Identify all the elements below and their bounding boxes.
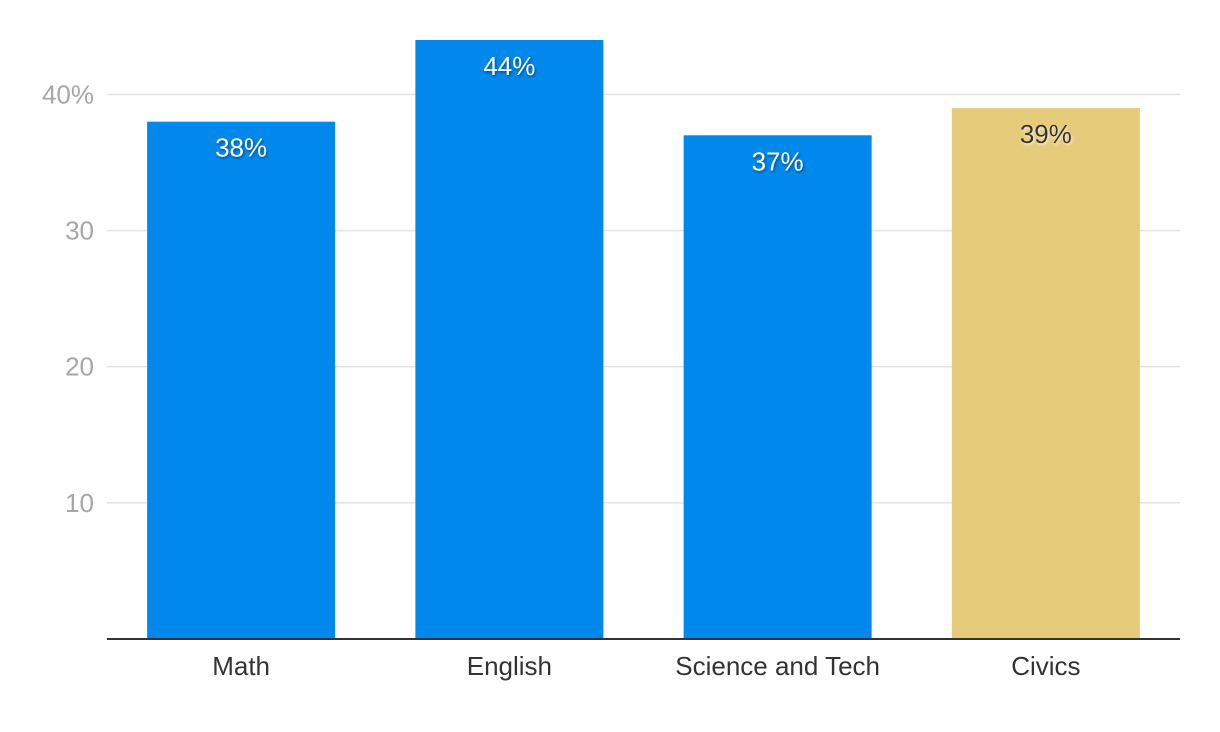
y-tick-label: 30 — [65, 216, 94, 246]
bar — [951, 108, 1140, 640]
x-axis-category-labels: Math English Science and Tech Civics — [212, 651, 1080, 681]
data-label: 39% — [1020, 119, 1072, 149]
data-labels: 38% 44% 37% 39% — [215, 51, 1072, 176]
bar — [415, 40, 604, 639]
y-tick-label: 20 — [65, 352, 94, 382]
y-tick-label: 10 — [65, 488, 94, 518]
bar — [147, 121, 336, 639]
x-category-label: Math — [212, 651, 270, 681]
y-tick-label: 40% — [42, 79, 94, 109]
data-label: 44% — [483, 51, 535, 81]
data-label: 37% — [752, 146, 804, 176]
x-category-label: Science and Tech — [675, 651, 880, 681]
x-category-label: English — [467, 651, 552, 681]
y-axis-tick-labels: 10 20 30 40% — [42, 79, 94, 517]
bars — [147, 40, 1140, 640]
data-label: 38% — [215, 133, 267, 163]
x-category-label: Civics — [1011, 651, 1080, 681]
bar — [683, 135, 872, 639]
